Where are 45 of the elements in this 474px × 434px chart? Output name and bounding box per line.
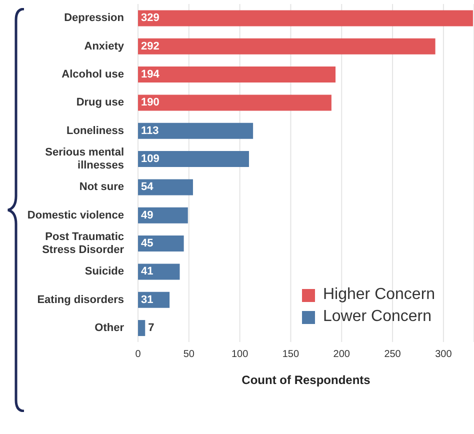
y-tick-label: Loneliness — [66, 124, 124, 137]
bar — [138, 320, 146, 336]
bar — [138, 94, 332, 111]
legend-label: Higher Concern — [323, 286, 436, 304]
y-tick-label: Drug use — [76, 96, 124, 109]
y-tick-label: Anxiety — [84, 40, 125, 52]
bar — [138, 66, 336, 83]
y-tick-label: Alcohol use — [62, 68, 124, 80]
data-label: 49 — [141, 209, 154, 222]
y-tick-label: Other — [94, 322, 125, 334]
y-tick-label: Eating disorders — [37, 294, 124, 306]
bar — [138, 207, 188, 224]
bar — [138, 151, 249, 168]
data-label: 292 — [141, 40, 160, 52]
y-tick-label: Suicide — [84, 266, 124, 278]
bar — [138, 10, 473, 26]
x-tick-label: 300 — [435, 349, 452, 360]
y-tick-label: Serious mental illnesses — [45, 146, 124, 172]
x-tick-label: 200 — [333, 349, 350, 360]
x-axis-title: Count of Respondents — [242, 373, 371, 387]
bar — [138, 38, 436, 54]
bar — [138, 264, 180, 280]
data-label: 109 — [141, 153, 160, 166]
data-label: 54 — [141, 181, 154, 194]
data-label: 190 — [141, 96, 160, 109]
y-tick-label: Depression — [64, 12, 124, 24]
y-tick-label: Domestic violence — [27, 209, 124, 222]
bar — [138, 236, 184, 252]
x-tick-label: 250 — [384, 349, 402, 360]
data-label: 194 — [141, 68, 160, 81]
x-tick-label: 50 — [183, 349, 195, 360]
bar — [138, 179, 193, 196]
data-label: 45 — [141, 238, 154, 250]
x-tick-label: 0 — [135, 349, 142, 360]
y-tick-label: Not sure — [79, 181, 124, 194]
data-label: 329 — [141, 12, 160, 24]
y-tick-label: Post Traumatic Stress Disorder — [42, 230, 125, 256]
bar — [138, 122, 254, 139]
legend-label: Lower Concern — [323, 308, 432, 326]
x-tick-label: 150 — [282, 349, 300, 360]
data-label: 7 — [148, 322, 154, 334]
data-label: 113 — [141, 124, 159, 137]
data-label: 31 — [141, 294, 154, 306]
data-label: 41 — [141, 266, 154, 278]
x-tick-label: 100 — [231, 349, 249, 360]
